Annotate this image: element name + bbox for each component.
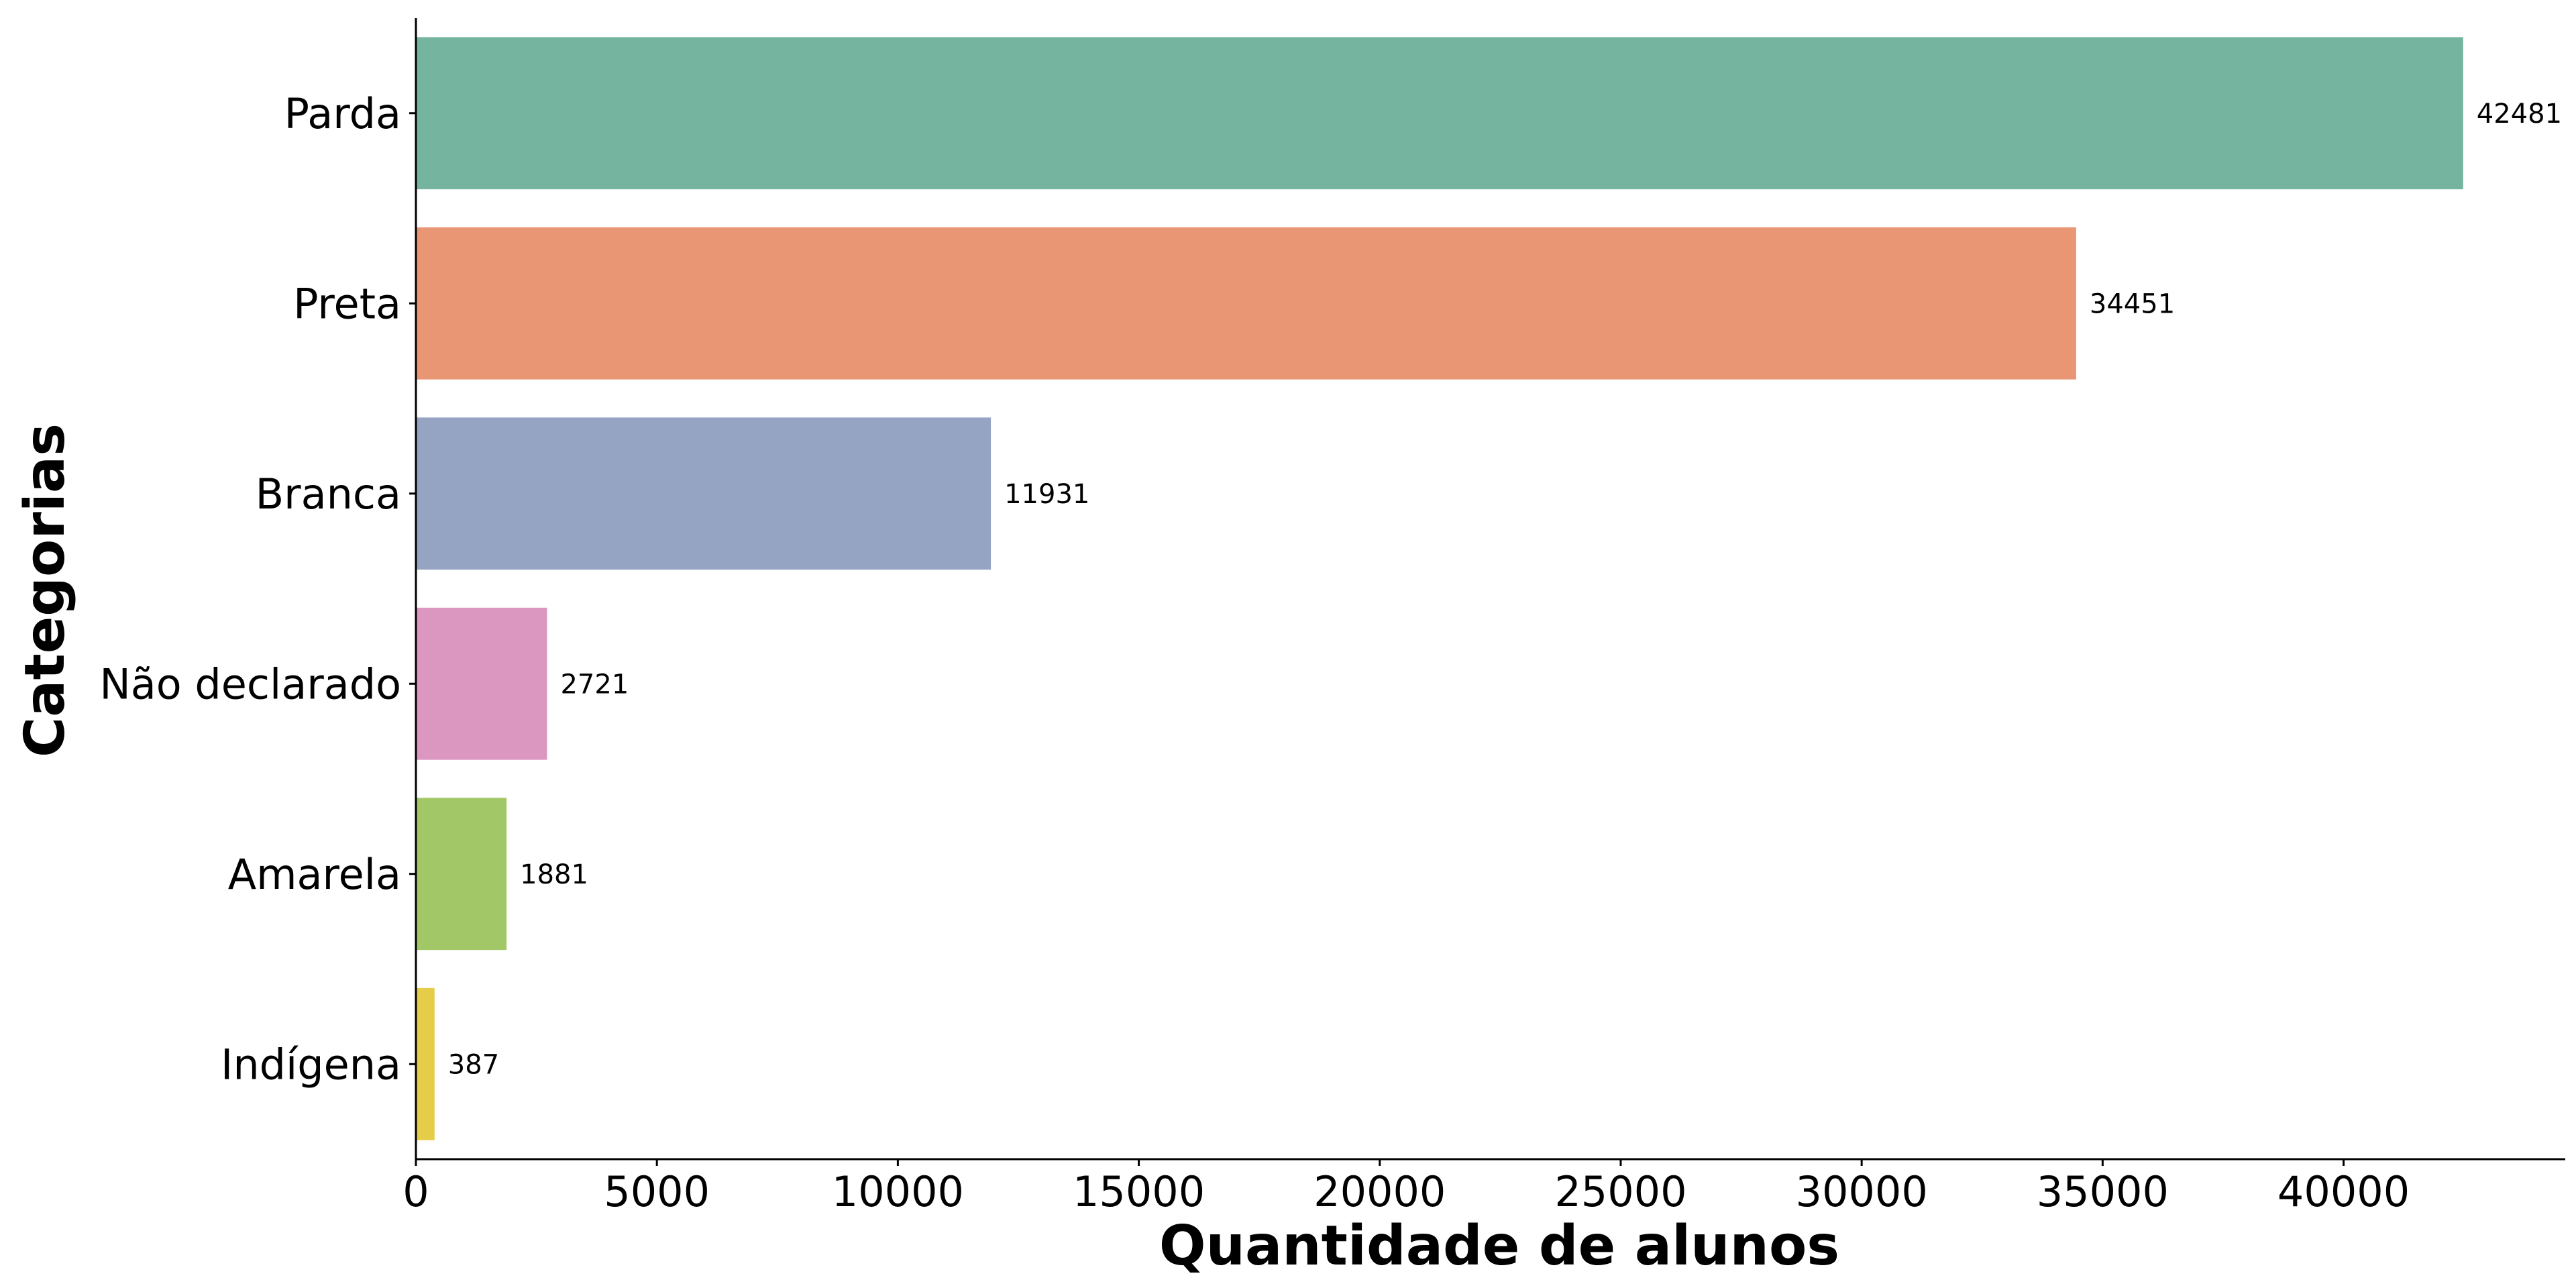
data-label-branca: 11931 — [1004, 479, 1089, 510]
x-tick-label-10000: 10000 — [832, 1167, 964, 1216]
bar-nao-declarado — [416, 607, 547, 760]
data-label-parda: 42481 — [2477, 99, 2562, 129]
category-label-parda: Parda — [284, 89, 401, 138]
y-axis: Parda Preta Branca Não declarado Amarela Indí… — [99, 18, 417, 1159]
x-tick-label-15000: 15000 — [1073, 1167, 1205, 1216]
category-label-amarela: Amarela — [228, 850, 401, 899]
y-axis-title: Categorias — [13, 423, 77, 757]
bar-preta — [416, 227, 2076, 380]
category-label-nao-declarado: Não declarado — [99, 659, 401, 708]
x-tick-label-25000: 25000 — [1554, 1167, 1686, 1216]
x-tick-label-40000: 40000 — [2277, 1167, 2410, 1216]
data-labels-group: 42481 34451 11931 2721 1881 387 — [448, 99, 2562, 1081]
bar-indigena — [416, 987, 435, 1140]
bars-group — [416, 37, 2463, 1140]
x-tick-label-35000: 35000 — [2037, 1167, 2169, 1216]
category-label-branca: Branca — [256, 470, 401, 519]
bar-branca — [416, 417, 991, 570]
y-ticks: Parda Preta Branca Não declarado Amarela Indí… — [99, 89, 416, 1089]
x-ticks: 0 5000 10000 15000 20000 25000 30000 35000 40000 — [402, 1159, 2410, 1216]
bar-parda — [416, 37, 2463, 190]
x-tick-label-30000: 30000 — [1796, 1167, 1928, 1216]
data-label-indigena: 387 — [448, 1049, 499, 1080]
x-tick-label-20000: 20000 — [1313, 1167, 1446, 1216]
x-tick-label-0: 0 — [402, 1167, 429, 1216]
data-label-amarela: 1881 — [520, 859, 588, 890]
bar-amarela — [416, 798, 507, 951]
x-axis-title: Quantidade de alunos — [1159, 1214, 1839, 1278]
data-label-preta: 34451 — [2090, 288, 2175, 319]
x-tick-label-5000: 5000 — [604, 1167, 710, 1216]
x-axis: 0 5000 10000 15000 20000 25000 30000 35000 40000 — [402, 1158, 2565, 1216]
data-label-nao-declarado: 2721 — [560, 669, 629, 700]
category-label-preta: Preta — [293, 279, 401, 328]
category-label-indigena: Indígena — [221, 1040, 401, 1089]
